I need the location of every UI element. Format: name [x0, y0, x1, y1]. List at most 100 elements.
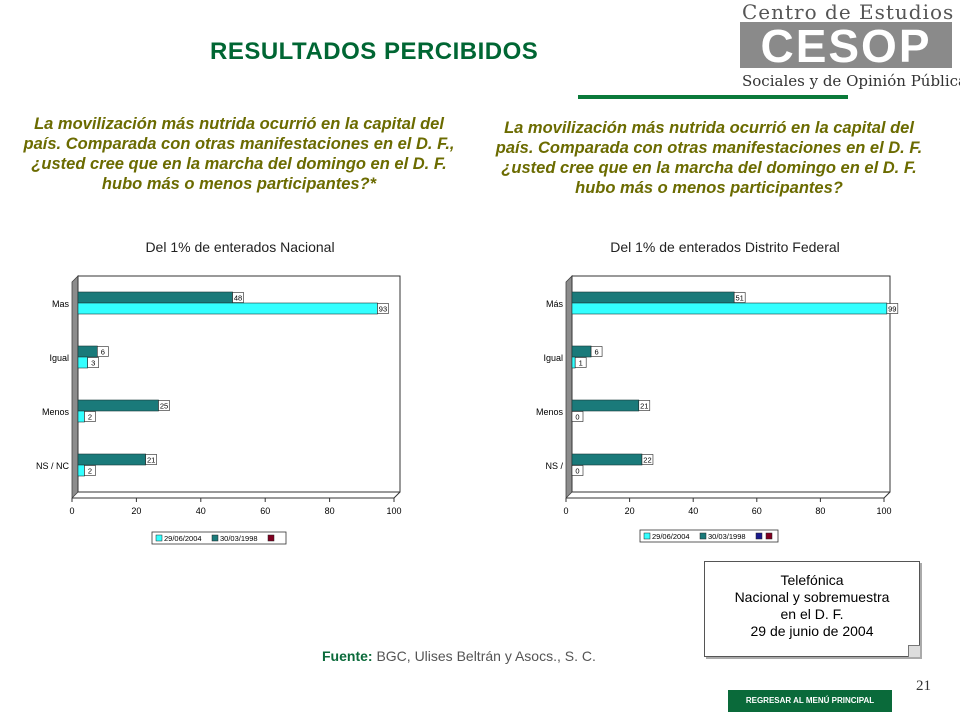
category-label: NS /	[545, 461, 563, 471]
category-label: Igual	[543, 353, 563, 363]
bar	[77, 302, 378, 315]
data-label: 48	[234, 294, 242, 303]
x-tick-label: 20	[625, 506, 635, 516]
bar	[77, 464, 85, 477]
bar	[571, 345, 592, 358]
bar	[571, 356, 576, 369]
x-tick-label: 20	[131, 506, 141, 516]
data-label-box	[145, 454, 157, 465]
bar	[571, 291, 735, 304]
logo-bottom-text: Sociales y de Opinión Pública	[742, 72, 960, 90]
data-label: 6	[101, 348, 105, 357]
chart-distrito-federal: 0 20 40 60 80 100 Más 51 99 Igual 6 1 Menos 21 0 NS / 22…	[536, 275, 899, 543]
legend-label: 30/03/1998	[220, 534, 258, 543]
data-label-box	[571, 411, 584, 422]
legend-box	[639, 529, 779, 543]
data-label-box	[571, 465, 584, 476]
x-tick-label: 100	[876, 506, 891, 516]
header-divider	[578, 95, 848, 99]
x-tick-label: 100	[386, 506, 401, 516]
data-label-box	[87, 357, 99, 368]
note-line-3: en el D. F.	[780, 606, 844, 622]
data-label-box	[158, 400, 170, 411]
category-label: Mas	[52, 299, 70, 309]
logo-cesop-mark: CESOP	[740, 22, 952, 68]
bar	[77, 291, 233, 304]
data-label-box	[733, 292, 746, 303]
data-label: 0	[575, 467, 579, 476]
source-label: Fuente:	[322, 648, 373, 664]
bar	[571, 302, 888, 315]
x-tick-label: 0	[69, 506, 74, 516]
category-label: NS / NC	[36, 461, 70, 471]
data-label-box	[641, 454, 654, 465]
note-line-2: Nacional y sobremuestra	[734, 589, 890, 605]
x-tick-label: 80	[815, 506, 825, 516]
x-tick-label: 0	[563, 506, 568, 516]
data-label: 22	[643, 456, 651, 465]
data-label-box	[574, 357, 587, 368]
page-number: 21	[916, 678, 931, 694]
legend-label: 30/03/1998	[708, 532, 746, 541]
data-label: 99	[888, 305, 896, 314]
legend-label: 29/06/2004	[652, 532, 690, 541]
question-left: La movilización más nutrida ocurrió en l…	[23, 115, 455, 193]
x-tick-label: 40	[196, 506, 206, 516]
data-label: 1	[579, 359, 583, 368]
method-note: Telefónica Nacional y sobremuestra en el…	[704, 561, 920, 657]
bar	[77, 399, 159, 412]
category-label: Igual	[49, 353, 69, 363]
category-label: Menos	[42, 407, 70, 417]
bar	[571, 453, 643, 466]
data-label: 3	[91, 359, 95, 368]
chart-nacional: 0 20 40 60 80 100 Mas 48 93 Igual 63 Menos 25 2 NS / N…	[36, 275, 402, 545]
legend-swatch	[755, 532, 763, 540]
axis-corner	[883, 491, 891, 499]
data-label: 2	[88, 413, 92, 422]
x-tick-label: 80	[325, 506, 335, 516]
category-label: Menos	[536, 407, 564, 417]
legend-label: 29/06/2004	[164, 534, 202, 543]
legend-swatch	[643, 532, 651, 540]
page-title: RESULTADOS PERCIBIDOS	[210, 38, 539, 65]
data-label-box	[97, 346, 109, 357]
data-label: 93	[379, 305, 387, 314]
logo-mid-text: CESOP	[760, 22, 931, 68]
note-line-1: Telefónica	[780, 572, 844, 588]
source-note: Fuente: BGC, Ulises Beltrán y Asocs., S.…	[322, 648, 596, 664]
data-label: 2	[88, 467, 92, 476]
source-text: BGC, Ulises Beltrán y Asocs., S. C.	[372, 648, 596, 664]
note-line-4: 29 de junio de 2004	[750, 623, 874, 639]
logo-top-text: Centro de Estudios	[742, 0, 955, 24]
chart-3d-wall	[71, 275, 79, 499]
bar	[77, 356, 88, 369]
bar	[77, 453, 146, 466]
data-label-box	[84, 465, 96, 476]
chart-title-right: Del 1% de enterados Distrito Federal	[610, 239, 840, 255]
data-label-box	[84, 411, 96, 422]
category-label: Más	[546, 299, 564, 309]
x-tick-label: 60	[752, 506, 762, 516]
back-to-menu-button[interactable]: REGRESAR AL MENÚ PRINCIPAL	[728, 690, 892, 712]
note-folded-corner	[908, 645, 920, 657]
data-label: 51	[736, 294, 744, 303]
bar	[571, 399, 640, 412]
legend-swatch	[699, 532, 707, 540]
data-label-box	[377, 303, 389, 314]
data-label: 25	[160, 402, 168, 411]
bar	[77, 410, 85, 423]
x-tick-label: 40	[688, 506, 698, 516]
question-right: La movilización más nutrida ocurrió en l…	[495, 119, 923, 197]
data-label: 21	[640, 402, 648, 411]
legend-box	[151, 531, 287, 545]
data-label: 6	[594, 348, 598, 357]
cesop-logo: Centro de Estudios CESOP Sociales y de O…	[738, 0, 960, 96]
axis-corner	[393, 491, 401, 499]
legend-swatch	[765, 532, 773, 540]
data-label-box	[590, 346, 603, 357]
x-tick-label: 60	[260, 506, 270, 516]
bar	[77, 345, 98, 358]
legend-swatch	[267, 534, 275, 542]
legend-swatch	[211, 534, 219, 542]
chart-3d-wall	[565, 275, 573, 499]
